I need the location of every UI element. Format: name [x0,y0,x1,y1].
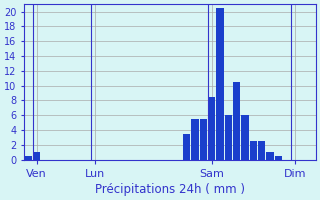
Bar [208,97,215,160]
Bar [191,119,199,160]
Bar [250,141,257,160]
Bar [266,152,274,160]
Bar [33,152,40,160]
Bar [275,156,282,160]
Bar [241,115,249,160]
Bar [183,134,190,160]
Bar [258,141,265,160]
Bar [25,156,32,160]
Bar [200,119,207,160]
Bar [233,82,240,160]
Bar [216,8,224,160]
X-axis label: Précipitations 24h ( mm ): Précipitations 24h ( mm ) [95,183,245,196]
Bar [225,115,232,160]
